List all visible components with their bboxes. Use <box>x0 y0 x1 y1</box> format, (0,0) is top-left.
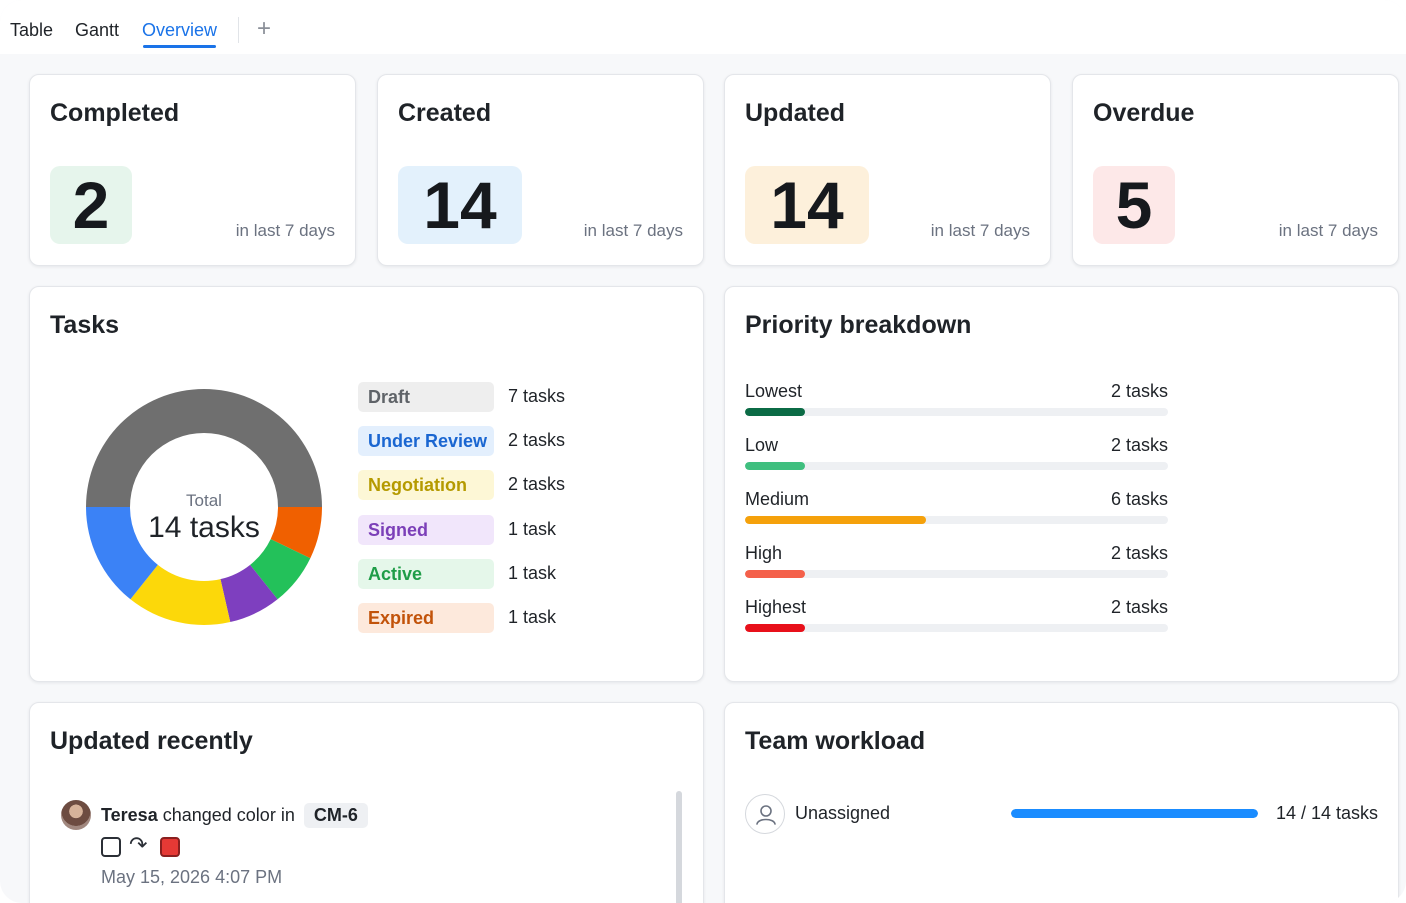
activity-action: changed color in <box>162 805 295 825</box>
team-workload-title: Team workload <box>745 727 926 755</box>
priority-bar-track <box>745 570 1168 578</box>
activity-user[interactable]: Teresa <box>101 805 158 825</box>
task-key-link[interactable]: CM-6 <box>303 803 368 828</box>
stat-value-badge: 14 <box>745 166 869 244</box>
donut-slice-under-review[interactable] <box>86 507 158 600</box>
tab-overview[interactable]: Overview <box>142 18 218 48</box>
status-pill: Under Review <box>358 426 494 456</box>
status-pill: Expired <box>358 603 494 633</box>
donut-slice-draft[interactable] <box>86 389 322 507</box>
assignee-name: Unassigned <box>795 803 891 823</box>
priority-count: 6 tasks <box>1110 489 1168 509</box>
priority-row-high[interactable]: High 2 tasks <box>745 543 1168 583</box>
priority-bar-fill <box>745 408 806 416</box>
priority-row-highest[interactable]: Highest 2 tasks <box>745 597 1168 637</box>
stat-subtitle: in last 7 days <box>583 221 683 240</box>
priority-label: High <box>745 543 783 563</box>
priority-bar-fill <box>745 570 806 578</box>
activity-scrollbar[interactable] <box>676 791 682 903</box>
status-pill: Active <box>358 559 494 589</box>
priority-bar-track <box>745 624 1168 632</box>
priority-card: Priority breakdown Lowest 2 tasks Low 2 … <box>724 286 1399 682</box>
priority-row-medium[interactable]: Medium 6 tasks <box>745 489 1168 529</box>
status-count: 2 tasks <box>508 430 566 450</box>
tab-divider <box>238 17 239 43</box>
priority-bar-fill <box>745 624 806 632</box>
new-color-swatch <box>160 837 180 857</box>
status-count: 1 task <box>508 607 557 627</box>
status-count: 2 tasks <box>508 474 566 494</box>
stat-card-title: Completed <box>50 99 180 127</box>
stat-value-badge: 5 <box>1093 166 1175 244</box>
tasks-donut-chart <box>86 389 322 625</box>
workload-bar-track <box>1011 809 1258 818</box>
priority-label: Low <box>745 435 779 455</box>
tasks-card: Tasks Total 14 tasks Draft 7 tasks Under… <box>29 286 704 682</box>
team-workload-card: Team workload Unassigned 14 / 14 tasks <box>724 702 1399 903</box>
donut-slice-expired[interactable] <box>270 507 322 559</box>
status-count: 7 tasks <box>508 386 566 406</box>
workload-count: 14 / 14 tasks <box>1275 803 1378 823</box>
stat-card-updated[interactable]: Updated 14 in last 7 days <box>724 74 1051 266</box>
donut-slice-signed[interactable] <box>220 564 278 623</box>
previous-color-swatch <box>101 837 121 857</box>
redo-arrow-icon: ↷ <box>129 832 148 857</box>
donut-slice-active[interactable] <box>250 539 311 600</box>
status-count: 1 task <box>508 519 557 539</box>
stat-card-created[interactable]: Created 14 in last 7 days <box>377 74 704 266</box>
tab-overview-label: Overview <box>142 20 218 40</box>
view-tabbar: Table Gantt Overview + <box>0 0 1406 54</box>
workload-bar-fill <box>1011 809 1258 818</box>
priority-count: 2 tasks <box>1110 543 1168 563</box>
priority-count: 2 tasks <box>1110 435 1168 455</box>
donut-total-value: 14 tasks <box>148 511 260 544</box>
priority-count: 2 tasks <box>1110 597 1168 617</box>
status-pill: Signed <box>358 515 494 545</box>
stat-subtitle: in last 7 days <box>235 221 335 240</box>
activity-description: Teresa changed color in CM-6 <box>101 803 368 828</box>
status-count: 1 task <box>508 563 557 583</box>
priority-bar-track <box>745 516 1168 524</box>
stat-value-badge: 2 <box>50 166 132 244</box>
status-pill: Draft <box>358 382 494 412</box>
stat-card-title: Created <box>398 99 492 127</box>
updated-recently-title: Updated recently <box>50 727 253 755</box>
priority-label: Medium <box>745 489 810 509</box>
avatar <box>61 800 91 830</box>
stat-value-badge: 14 <box>398 166 522 244</box>
priority-bar-track <box>745 408 1168 416</box>
priority-row-lowest[interactable]: Lowest 2 tasks <box>745 381 1168 421</box>
donut-total-label: Total <box>186 491 222 510</box>
stat-subtitle: in last 7 days <box>1278 221 1378 240</box>
priority-bar-track <box>745 462 1168 470</box>
stat-subtitle: in last 7 days <box>930 221 1030 240</box>
priority-bar-fill <box>745 462 806 470</box>
priority-card-title: Priority breakdown <box>745 311 972 339</box>
stat-card-title: Updated <box>745 99 845 127</box>
updated-recently-card: Updated recently Teresa changed color in… <box>29 702 704 903</box>
priority-count: 2 tasks <box>1110 381 1168 401</box>
status-pill: Negotiation <box>358 470 494 500</box>
activity-timestamp: May 15, 2026 4:07 PM <box>101 867 283 887</box>
tasks-card-title: Tasks <box>50 311 120 339</box>
donut-slice-negotiation[interactable] <box>130 564 231 625</box>
tab-gantt[interactable]: Gantt <box>75 20 120 40</box>
stat-card-title: Overdue <box>1093 99 1195 127</box>
priority-label: Highest <box>745 597 807 617</box>
plus-icon[interactable]: + <box>256 15 271 42</box>
stat-card-completed[interactable]: Completed 2 in last 7 days <box>29 74 356 266</box>
stat-card-overdue[interactable]: Overdue 5 in last 7 days <box>1072 74 1399 266</box>
priority-row-low[interactable]: Low 2 tasks <box>745 435 1168 475</box>
priority-bar-fill <box>745 516 927 524</box>
tab-table[interactable]: Table <box>10 20 54 40</box>
user-icon <box>745 794 785 834</box>
active-tab-indicator <box>143 45 217 48</box>
priority-label: Lowest <box>745 381 803 401</box>
